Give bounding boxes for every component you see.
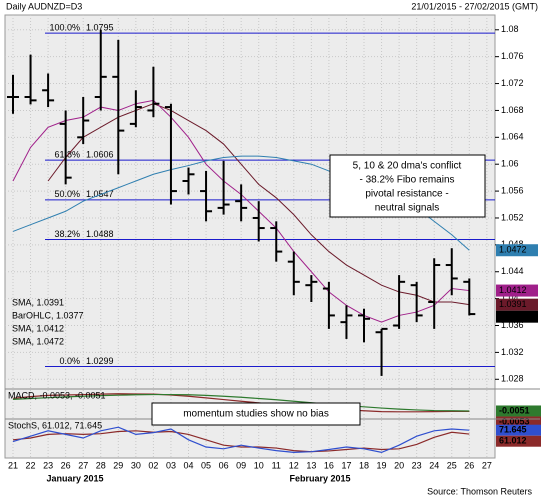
x-tick-label: 29 xyxy=(113,460,123,470)
annotation-box xyxy=(329,154,486,218)
panel-label: StochS, 61.012, 71.645 xyxy=(8,420,102,430)
x-tick-label: 12 xyxy=(289,460,299,470)
annotation: 5, 10 & 20 dma's conflict - 38.2% Fibo re… xyxy=(329,154,486,218)
legend-entry: BarOHLC, 1.0377 xyxy=(12,310,84,320)
x-tick-label: 18 xyxy=(359,460,369,470)
fib-label: 50.0% xyxy=(54,189,80,199)
value-tag xyxy=(496,435,541,447)
fib-label: 0.0% xyxy=(59,356,80,366)
x-tick-label: 24 xyxy=(429,460,439,470)
fib-label: 100.0% xyxy=(49,23,80,33)
note-text: momentum studies show no bias xyxy=(183,409,329,420)
value-tag-label: 71.645 xyxy=(499,425,527,435)
x-tick-label: 23 xyxy=(412,460,422,470)
annotation-line: - 38.2% Fibo remains xyxy=(359,175,454,186)
value-tag xyxy=(496,424,541,436)
fib-label: 61.8% xyxy=(54,150,80,160)
x-tick-label: 27 xyxy=(482,460,492,470)
x-tick-label: 26 xyxy=(61,460,71,470)
x-tick-label: 19 xyxy=(377,460,387,470)
x-tick-label: 03 xyxy=(166,460,176,470)
x-tick-label: 25 xyxy=(447,460,457,470)
price-tag xyxy=(496,298,538,311)
fib-value: 1.0795 xyxy=(86,23,114,33)
y-tick-label: 1.048 xyxy=(501,239,524,249)
x-tick-label: 11 xyxy=(272,460,281,470)
fib-value: 1.0488 xyxy=(86,229,114,239)
price-tag-label: 1.0412 xyxy=(499,285,527,295)
y-tick-label: 1.028 xyxy=(501,374,524,384)
y-tick-label: 1.052 xyxy=(501,212,524,222)
y-tick-label: 1.036 xyxy=(501,320,524,330)
y-tick-label: 1.08 xyxy=(501,24,519,34)
value-tag xyxy=(496,405,541,417)
annotation-line: pivotal resistance - xyxy=(365,189,448,200)
fib-value: 1.0299 xyxy=(86,356,114,366)
x-tick-label: 09 xyxy=(236,460,246,470)
x-tick-label: 02 xyxy=(148,460,158,470)
price-tag-label: 1.0472 xyxy=(499,245,527,255)
month-label: February 2015 xyxy=(289,473,350,483)
y-tick-label: 1.072 xyxy=(501,78,524,88)
indicator-line xyxy=(12,426,470,454)
y-tick-label: 1.076 xyxy=(501,51,524,61)
note-box xyxy=(151,402,361,426)
value-tag-label: -0.0051 xyxy=(499,405,530,415)
x-tick-label: 06 xyxy=(219,460,229,470)
y-tick-label: 1.032 xyxy=(501,347,524,357)
x-tick-label: 16 xyxy=(324,460,334,470)
x-tick-label: 20 xyxy=(394,460,404,470)
price-tag-label: 1.0391 xyxy=(499,299,527,309)
month-label: January 2015 xyxy=(46,473,103,483)
legend-entry: SMA, 1.0412 xyxy=(12,323,64,333)
y-tick-label: 1.04 xyxy=(501,293,519,303)
indicator-line xyxy=(12,393,470,413)
date-range: 21/01/2015 - 27/02/2015 (GMT) xyxy=(411,1,538,11)
annotation-line: neutral signals xyxy=(375,203,439,214)
x-tick-label: 23 xyxy=(43,460,53,470)
y-tick-label: 1.044 xyxy=(501,266,524,276)
annotation-line: 5, 10 & 20 dma's conflict xyxy=(353,161,462,172)
fib-label: 38.2% xyxy=(54,229,80,239)
price-tag xyxy=(496,284,538,297)
price-tag-label: 1.0377 xyxy=(499,311,527,321)
x-tick-label: 21 xyxy=(8,460,18,470)
fib-value: 1.0606 xyxy=(86,150,114,160)
x-tick-label: 30 xyxy=(131,460,141,470)
indicator-line xyxy=(12,393,470,412)
legend-entry: SMA, 1.0472 xyxy=(12,336,64,346)
y-tick-label: 1.06 xyxy=(501,159,519,169)
x-tick-label: 13 xyxy=(306,460,316,470)
y-tick-label: 1.068 xyxy=(501,105,524,115)
price-tag xyxy=(496,310,538,323)
x-tick-label: 04 xyxy=(183,460,193,470)
y-tick-label: 1.064 xyxy=(501,132,524,142)
x-tick-label: 10 xyxy=(254,460,264,470)
legend-entry: SMA, 1.0391 xyxy=(12,297,64,307)
source: Source: Thomson Reuters xyxy=(427,486,532,496)
chart-title: Daily AUDNZD=D3 xyxy=(6,1,82,11)
x-tick-label: 27 xyxy=(78,460,88,470)
value-tag-label: -0.0053 xyxy=(499,416,530,426)
panel-label: MACD, -0.0053, -0.0051 xyxy=(8,390,106,400)
y-tick-label: 1.056 xyxy=(501,185,524,195)
plot-area xyxy=(4,14,496,459)
fib-value: 1.0547 xyxy=(86,189,114,199)
x-tick-label: 22 xyxy=(26,460,36,470)
price-tag xyxy=(496,244,538,257)
x-tick-label: 05 xyxy=(201,460,211,470)
x-tick-label: 28 xyxy=(96,460,106,470)
value-tag xyxy=(496,416,541,428)
x-tick-label: 17 xyxy=(341,460,351,470)
indicator-line xyxy=(12,430,470,453)
value-tag-label: 61.012 xyxy=(499,436,527,446)
x-tick-label: 26 xyxy=(464,460,474,470)
